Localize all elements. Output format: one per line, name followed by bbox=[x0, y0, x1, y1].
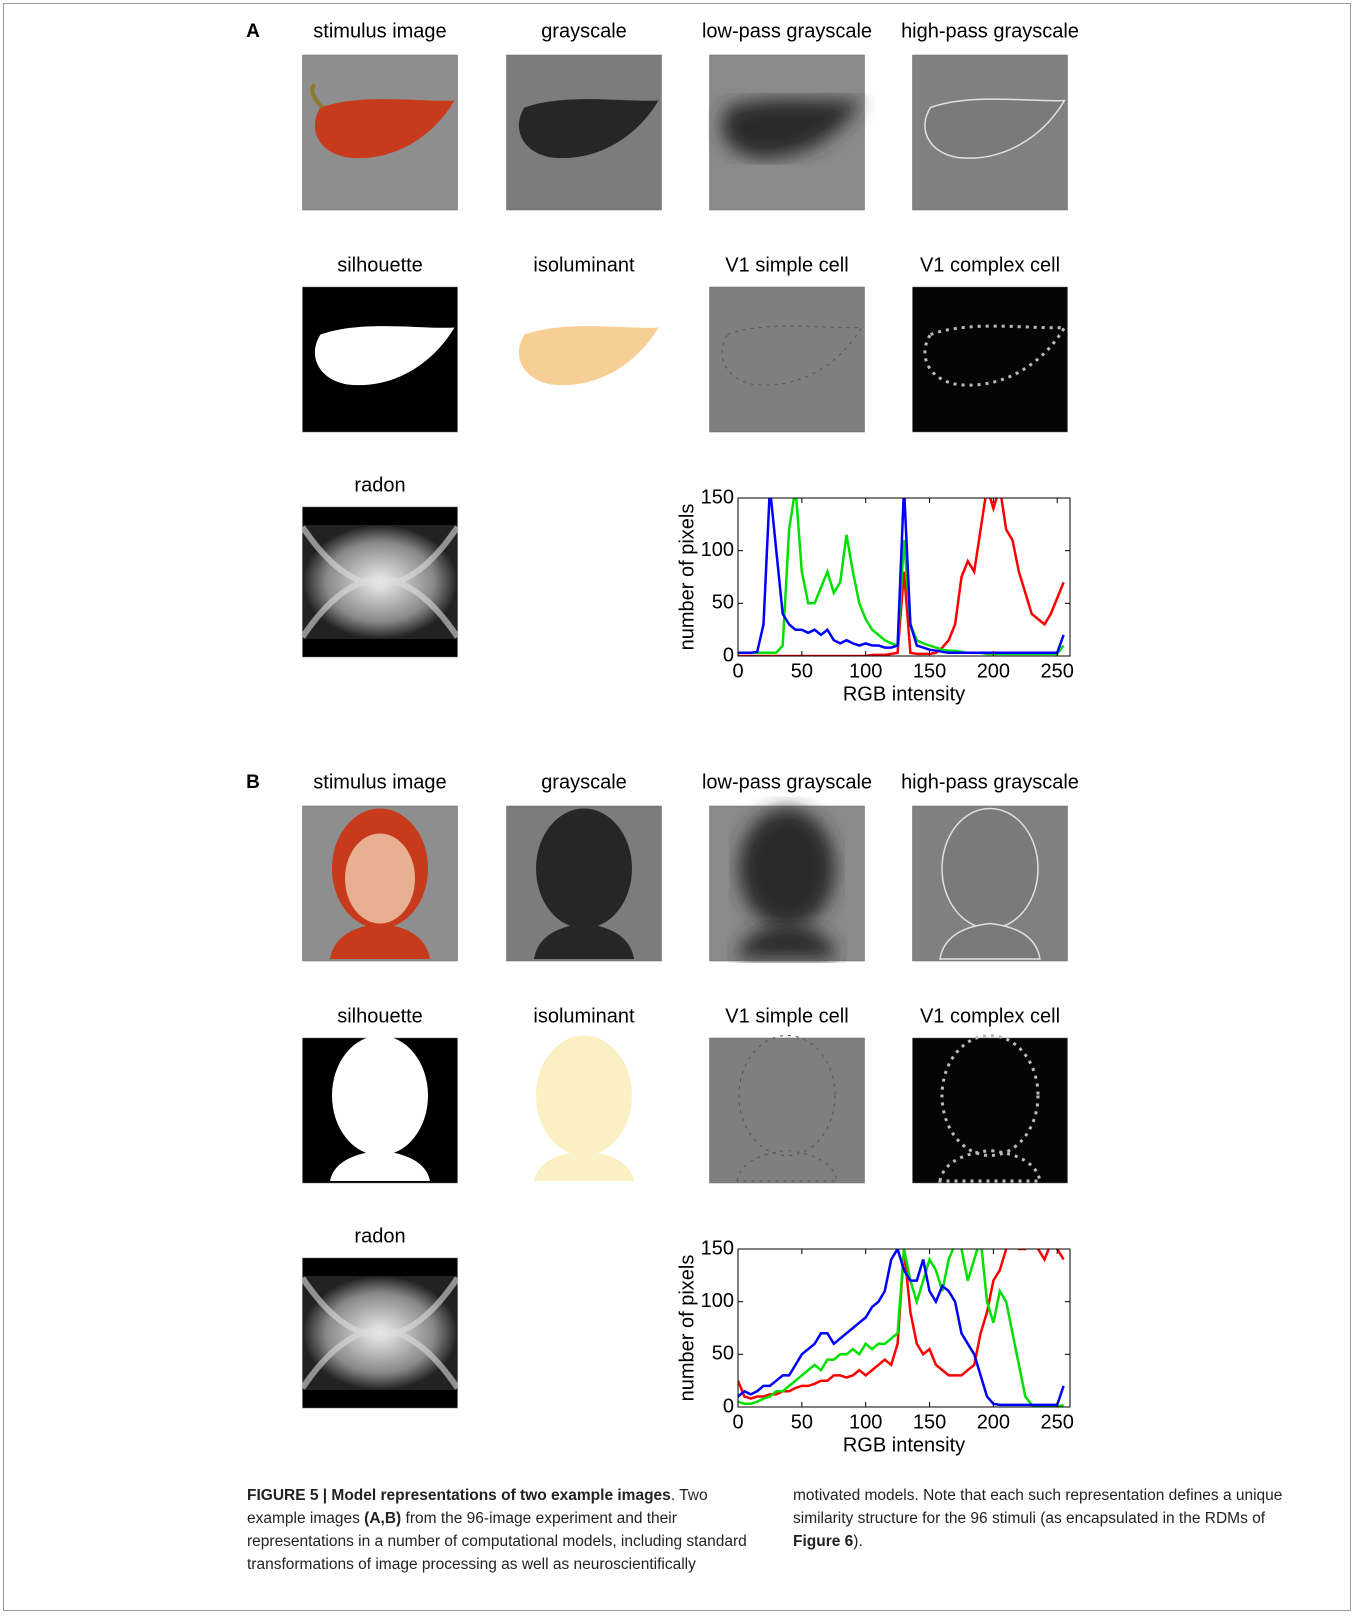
image-thumbnail bbox=[303, 55, 458, 210]
image-thumbnail bbox=[710, 287, 865, 432]
image-background bbox=[710, 287, 865, 432]
face-skin bbox=[345, 834, 415, 924]
image-thumbnail bbox=[507, 1036, 662, 1184]
face-head bbox=[739, 809, 835, 929]
x-axis-label: RGB intensity bbox=[843, 1434, 965, 1456]
face-head bbox=[536, 1036, 632, 1156]
x-tick-label: 0 bbox=[732, 660, 743, 682]
caption-bold: (A,B) bbox=[364, 1510, 401, 1527]
image-thumbnail bbox=[710, 806, 865, 961]
x-tick-label: 250 bbox=[1041, 1411, 1074, 1433]
y-tick-label: 100 bbox=[701, 539, 734, 561]
x-tick-label: 100 bbox=[849, 1411, 882, 1433]
x-tick-label: 150 bbox=[913, 660, 946, 682]
panel-label: B bbox=[246, 772, 260, 793]
face-head bbox=[332, 1036, 428, 1156]
image-background bbox=[913, 1038, 1068, 1183]
image-title: V1 complex cell bbox=[920, 254, 1060, 276]
face-head bbox=[536, 809, 632, 929]
image-title: V1 simple cell bbox=[725, 254, 848, 276]
face-head bbox=[942, 809, 1038, 929]
image-title: stimulus image bbox=[313, 20, 446, 42]
x-axis-label: RGB intensity bbox=[843, 683, 965, 705]
caption-text: ). bbox=[853, 1533, 862, 1550]
caption-bold: Figure 6 bbox=[793, 1533, 853, 1550]
image-title: grayscale bbox=[541, 20, 627, 42]
y-axis-label: number of pixels bbox=[676, 1255, 698, 1402]
image-thumbnail bbox=[710, 1036, 865, 1184]
image-title: silhouette bbox=[337, 254, 423, 276]
y-tick-label: 50 bbox=[712, 592, 734, 614]
image-title: V1 complex cell bbox=[920, 1005, 1060, 1027]
image-title: radon bbox=[354, 1225, 405, 1247]
image-title: isoluminant bbox=[533, 1005, 635, 1027]
panel-label: A bbox=[246, 21, 260, 42]
image-title: isoluminant bbox=[533, 254, 635, 276]
caption: FIGURE 5 | Model representations of two … bbox=[247, 1484, 1307, 1576]
image-title: low-pass grayscale bbox=[702, 771, 872, 793]
x-tick-label: 200 bbox=[977, 660, 1010, 682]
image-thumbnail bbox=[913, 287, 1068, 432]
x-tick-label: 250 bbox=[1041, 660, 1074, 682]
x-tick-label: 200 bbox=[977, 1411, 1010, 1433]
image-background bbox=[710, 1038, 865, 1183]
image-thumbnail bbox=[913, 1036, 1068, 1184]
x-tick-label: 150 bbox=[913, 1411, 946, 1433]
image-thumbnail bbox=[303, 507, 458, 657]
x-tick-label: 50 bbox=[791, 1411, 813, 1433]
x-tick-label: 50 bbox=[791, 660, 813, 682]
image-title: stimulus image bbox=[313, 771, 446, 793]
image-thumbnail bbox=[507, 55, 662, 210]
image-title: V1 simple cell bbox=[725, 1005, 848, 1027]
image-thumbnail bbox=[303, 1036, 458, 1184]
image-title: grayscale bbox=[541, 771, 627, 793]
image-background bbox=[913, 287, 1068, 432]
image-title: high-pass grayscale bbox=[901, 771, 1079, 793]
image-thumbnail bbox=[303, 287, 458, 432]
image-thumbnail bbox=[507, 287, 662, 432]
y-axis-label: number of pixels bbox=[676, 504, 698, 651]
image-title: radon bbox=[354, 474, 405, 496]
image-thumbnail bbox=[913, 55, 1068, 210]
image-thumbnail bbox=[913, 806, 1068, 961]
x-tick-label: 100 bbox=[849, 660, 882, 682]
y-tick-label: 150 bbox=[701, 1237, 734, 1259]
x-tick-label: 0 bbox=[732, 1411, 743, 1433]
caption-label: FIGURE 5 | Model representations of two … bbox=[247, 1487, 671, 1504]
axes-box bbox=[738, 1249, 1070, 1407]
image-thumbnail bbox=[507, 806, 662, 961]
y-tick-label: 150 bbox=[701, 486, 734, 508]
image-title: low-pass grayscale bbox=[702, 20, 872, 42]
y-tick-label: 50 bbox=[712, 1343, 734, 1365]
image-thumbnail bbox=[303, 806, 458, 961]
image-thumbnail bbox=[303, 1258, 458, 1408]
y-tick-label: 100 bbox=[701, 1290, 734, 1312]
image-title: high-pass grayscale bbox=[901, 20, 1079, 42]
image-title: silhouette bbox=[337, 1005, 423, 1027]
series-line bbox=[738, 1249, 1064, 1405]
image-thumbnail bbox=[710, 55, 865, 210]
